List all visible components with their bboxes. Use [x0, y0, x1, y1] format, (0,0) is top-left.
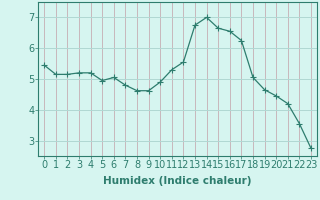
X-axis label: Humidex (Indice chaleur): Humidex (Indice chaleur): [103, 176, 252, 186]
